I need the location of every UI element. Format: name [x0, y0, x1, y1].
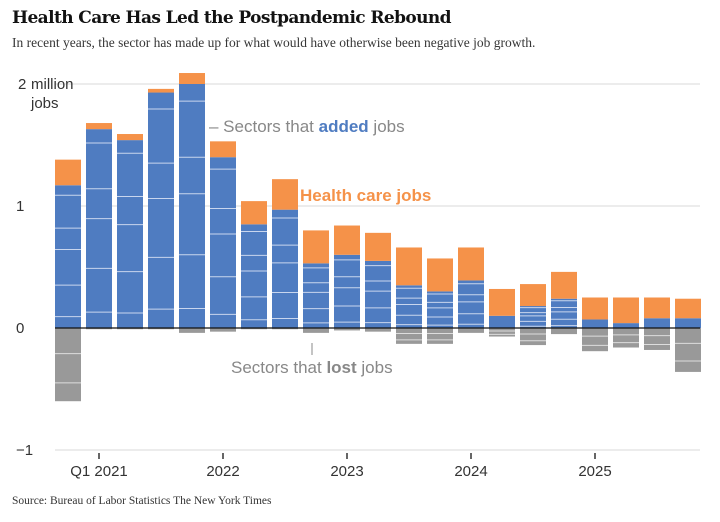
- bar-added: [241, 224, 267, 328]
- y-axis-unit-line2: jobs: [30, 95, 59, 112]
- x-tick-label: Q1 2021: [70, 463, 128, 480]
- bar-added: [489, 315, 515, 328]
- bar-added: [179, 84, 205, 328]
- bar-added: [582, 319, 608, 328]
- bar-group: [272, 179, 298, 330]
- bar-group: [117, 134, 143, 330]
- bar-group: [241, 201, 267, 330]
- bar-lost: [675, 328, 701, 372]
- bar-health-care: [210, 141, 236, 158]
- bar-health-care: [303, 230, 329, 264]
- annotation-health: Health care jobs: [300, 186, 431, 205]
- bar-lost: [365, 328, 391, 332]
- bar-health-care: [272, 179, 298, 210]
- bar-lost: [427, 328, 453, 344]
- bar-added: [55, 185, 81, 328]
- bar-added: [148, 92, 174, 328]
- bar-added: [117, 140, 143, 328]
- bar-group: [86, 123, 112, 330]
- bar-added: [458, 280, 484, 328]
- bar-added: [210, 157, 236, 328]
- bar-added: [644, 318, 670, 328]
- annotation-added: – Sectors that added jobs: [209, 117, 405, 136]
- bar-group: [644, 297, 670, 350]
- x-tick-label: 2024: [454, 463, 487, 480]
- chart-title: Health Care Has Led the Postpandemic Reb…: [12, 8, 452, 28]
- bar-lost: [396, 328, 422, 344]
- bar-added: [272, 209, 298, 328]
- bar-health-care: [117, 134, 143, 141]
- bar-health-care: [179, 73, 205, 84]
- bar-lost: [55, 328, 81, 402]
- bar-health-care: [427, 258, 453, 292]
- bar-added: [675, 318, 701, 328]
- bar-group: [675, 298, 701, 372]
- bar-lost: [458, 328, 484, 333]
- bar-added: [396, 285, 422, 328]
- bar-lost: [210, 328, 236, 332]
- bar-group: [489, 288, 515, 337]
- bar-health-care: [365, 232, 391, 261]
- bar-lost: [613, 328, 639, 348]
- bar-health-care: [644, 297, 670, 319]
- bar-health-care: [86, 123, 112, 130]
- bar-group: [210, 141, 236, 332]
- bar-lost: [334, 328, 360, 331]
- bar-added: [334, 254, 360, 328]
- y-tick-label: −1: [16, 442, 33, 459]
- bar-health-care: [396, 247, 422, 286]
- bar-added: [365, 260, 391, 328]
- bar-group: [582, 297, 608, 352]
- y-tick-label: 0: [16, 320, 24, 337]
- bar-lost: [179, 328, 205, 333]
- bar-health-care: [675, 298, 701, 319]
- bar-group: [551, 271, 577, 335]
- bar-group: [303, 230, 329, 333]
- bar-health-care: [551, 271, 577, 299]
- bar-health-care: [520, 284, 546, 307]
- bar-lost: [551, 328, 577, 335]
- bar-group: [148, 88, 174, 330]
- bar-health-care: [489, 288, 515, 316]
- bar-added: [613, 323, 639, 328]
- y-tick-label: 2: [18, 76, 26, 93]
- bar-lost: [644, 328, 670, 350]
- bar-added: [551, 298, 577, 328]
- bar-lost: [303, 328, 329, 333]
- bar-group: [396, 247, 422, 344]
- bar-group: [427, 258, 453, 344]
- source-note: Source: Bureau of Labor Statistics The N…: [12, 495, 272, 507]
- bar-group: [55, 159, 81, 402]
- bar-added: [303, 263, 329, 328]
- chart-subtitle: In recent years, the sector has made up …: [12, 35, 536, 50]
- bar-health-care: [458, 247, 484, 281]
- bar-added: [520, 306, 546, 328]
- y-axis-unit: million: [31, 76, 74, 93]
- bar-group: [365, 232, 391, 332]
- bar-group: [334, 225, 360, 331]
- bar-lost: [582, 328, 608, 352]
- bar-group: [179, 73, 205, 333]
- bar-health-care: [334, 225, 360, 255]
- y-tick-label: 1: [16, 198, 24, 215]
- bar-health-care: [241, 201, 267, 225]
- bar-group: [458, 247, 484, 333]
- bar-health-care: [613, 297, 639, 324]
- bar-added: [427, 291, 453, 328]
- bar-group: [613, 297, 639, 348]
- bar-health-care: [582, 297, 608, 320]
- bar-group: [520, 284, 546, 346]
- bar-added: [86, 129, 112, 328]
- x-tick-label: 2025: [578, 463, 611, 480]
- x-tick-label: 2023: [330, 463, 363, 480]
- bar-lost: [520, 328, 546, 346]
- bar-health-care: [55, 159, 81, 186]
- bar-health-care: [148, 88, 174, 93]
- bar-lost: [489, 328, 515, 337]
- x-tick-label: 2022: [206, 463, 239, 480]
- annotation-lost: Sectors that lost jobs: [231, 358, 393, 377]
